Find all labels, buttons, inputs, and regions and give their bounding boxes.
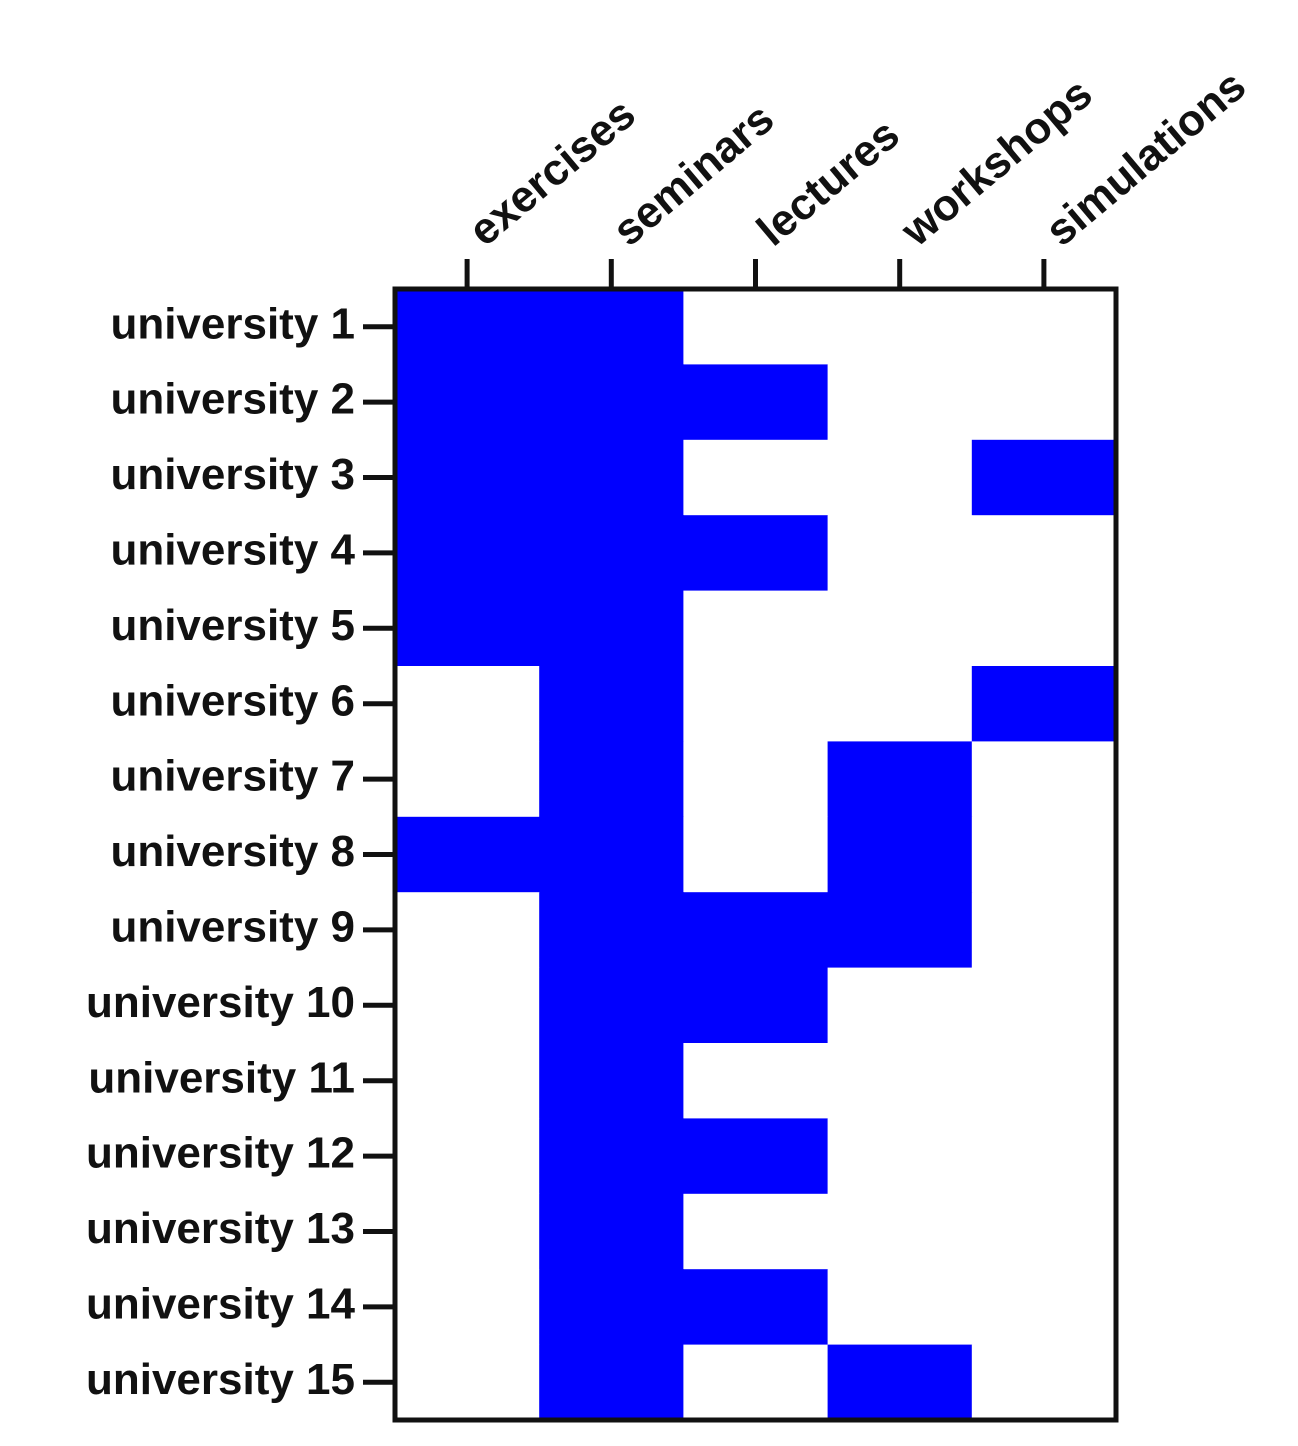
heatmap-cell xyxy=(683,741,829,818)
heatmap-cell xyxy=(827,666,973,742)
heatmap-cell xyxy=(539,816,684,893)
y-tick-label: university 9 xyxy=(110,903,355,952)
heatmap-cell xyxy=(827,741,973,818)
heatmap-cell xyxy=(539,892,684,969)
heatmap-cell xyxy=(971,1193,1117,1270)
heatmap-cell xyxy=(971,439,1117,516)
heatmap-cell xyxy=(395,1193,540,1270)
heatmap-cell xyxy=(539,1118,684,1195)
heatmap-cell xyxy=(971,816,1117,893)
heatmap-cell xyxy=(971,590,1117,667)
y-tick-label: university 12 xyxy=(86,1129,355,1178)
heatmap-cell xyxy=(971,515,1117,592)
y-tick-label: university 15 xyxy=(86,1355,355,1404)
y-tick-label: university 11 xyxy=(88,1053,355,1102)
heatmap-cell xyxy=(827,590,973,667)
y-tick-label: university 4 xyxy=(110,526,355,575)
heatmap-cell xyxy=(683,590,829,667)
heatmap-cell xyxy=(539,1193,684,1270)
heatmap-cell xyxy=(683,515,829,592)
heatmap-cell xyxy=(395,967,540,1044)
heatmap-cell xyxy=(395,364,540,441)
heatmap-cell xyxy=(539,515,684,592)
heatmap-cell xyxy=(395,515,540,592)
y-tick-label: university 13 xyxy=(86,1204,355,1253)
heatmap-cell xyxy=(683,1344,829,1421)
heatmap-cell xyxy=(539,666,684,742)
heatmap-cell xyxy=(971,364,1117,441)
heatmap-cell xyxy=(395,439,540,516)
heatmap-cell xyxy=(971,892,1117,969)
heatmap-cell xyxy=(971,1344,1117,1421)
heatmap-cell xyxy=(683,892,829,969)
heatmap-cell xyxy=(971,289,1117,365)
heatmap-cell xyxy=(683,439,829,516)
y-tick-label: university 1 xyxy=(110,299,355,348)
heatmap-cell xyxy=(395,1269,540,1346)
heatmap-cell xyxy=(827,289,973,365)
heatmap-cell xyxy=(971,741,1117,818)
heatmap-cell xyxy=(683,289,829,365)
heatmap-cell xyxy=(683,1043,829,1119)
heatmap-cell xyxy=(539,741,684,818)
heatmap-cell xyxy=(827,439,973,516)
heatmap-cell xyxy=(683,967,829,1044)
heatmap-cell xyxy=(539,364,684,441)
heatmap-cell xyxy=(827,816,973,893)
heatmap-cell xyxy=(395,289,540,365)
heatmap-cell xyxy=(683,1118,829,1195)
heatmap-cell xyxy=(539,289,684,365)
heatmap-cell xyxy=(683,816,829,893)
heatmap-cell xyxy=(827,1193,973,1270)
heatmap-cell xyxy=(395,666,540,742)
y-tick-label: university 10 xyxy=(86,978,355,1027)
heatmap-cell xyxy=(827,1344,973,1421)
heatmap-cell xyxy=(683,1269,829,1346)
heatmap-cell xyxy=(827,1269,973,1346)
heatmap-cell xyxy=(971,967,1117,1044)
heatmap-cell xyxy=(827,1118,973,1195)
heatmap-cell xyxy=(539,590,684,667)
y-tick-label: university 3 xyxy=(110,450,355,499)
heatmap-cell xyxy=(395,590,540,667)
heatmap-cell xyxy=(683,364,829,441)
heatmap-cell xyxy=(395,1043,540,1119)
heatmap-cell xyxy=(539,1344,684,1421)
heatmap-cell xyxy=(539,1043,684,1119)
heatmap-cell xyxy=(683,1193,829,1270)
heatmap-cell xyxy=(683,666,829,742)
heatmap-cell xyxy=(827,1043,973,1119)
heatmap-cell xyxy=(539,967,684,1044)
heatmap-cell xyxy=(971,1269,1117,1346)
heatmap-cell xyxy=(539,439,684,516)
heatmap-cell xyxy=(827,967,973,1044)
heatmap-cell xyxy=(395,892,540,969)
heatmap-cell xyxy=(827,364,973,441)
y-tick-label: university 7 xyxy=(110,752,355,801)
heatmap-cell xyxy=(395,741,540,818)
heatmap-cell xyxy=(395,1118,540,1195)
y-tick-label: university 5 xyxy=(110,601,355,650)
heatmap-cell xyxy=(827,892,973,969)
y-tick-label: university 8 xyxy=(110,827,355,876)
y-tick-label: university 2 xyxy=(110,375,355,424)
heatmap-cell xyxy=(395,1344,540,1421)
heatmap-cell xyxy=(827,515,973,592)
heatmap-cell xyxy=(971,1118,1117,1195)
heatmap-cell xyxy=(395,816,540,893)
heatmap-cell xyxy=(971,1043,1117,1119)
heatmap-cell xyxy=(971,666,1117,742)
heatmap-cell xyxy=(539,1269,684,1346)
y-tick-label: university 14 xyxy=(86,1280,356,1329)
y-tick-label: university 6 xyxy=(110,676,355,725)
